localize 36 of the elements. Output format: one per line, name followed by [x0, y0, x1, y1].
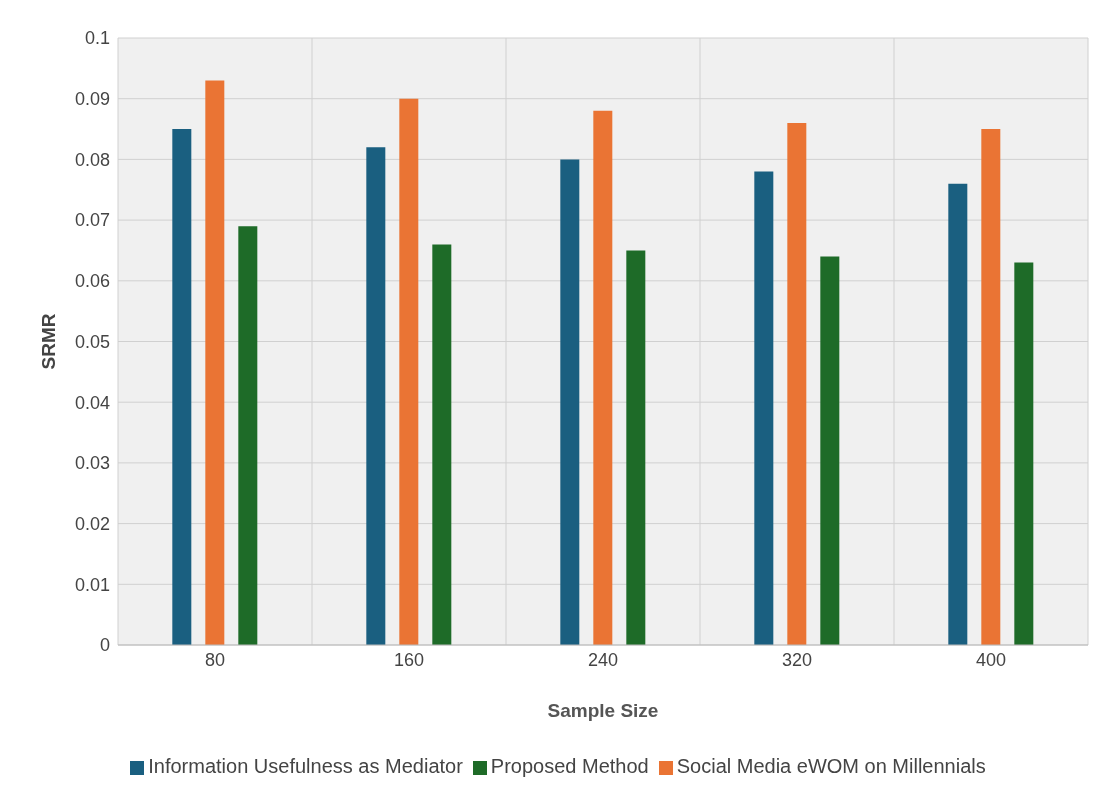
- y-tick-label: 0.09: [74, 89, 110, 110]
- legend-label: Information Usefulness as Mediator: [148, 755, 463, 777]
- bar: [238, 226, 258, 645]
- bar: [820, 256, 840, 645]
- bar: [205, 80, 225, 645]
- y-tick-label: 0.02: [74, 513, 110, 534]
- x-axis-title: Sample Size: [547, 700, 659, 721]
- x-tick-label: 160: [393, 649, 425, 670]
- y-tick-label: 0.05: [74, 331, 110, 352]
- x-tick-label: 240: [587, 649, 619, 670]
- bar: [593, 110, 613, 645]
- bar: [560, 159, 580, 645]
- legend-label: Social Media eWOM on Millennials: [676, 755, 986, 777]
- y-tick-label: 0.04: [74, 392, 110, 413]
- y-tick-label: 0.1: [84, 28, 110, 49]
- bar: [366, 147, 386, 645]
- bar: [399, 98, 419, 645]
- bar: [787, 122, 807, 645]
- bar: [981, 129, 1001, 645]
- x-tick-label: 400: [975, 649, 1007, 670]
- x-tick-label: 320: [781, 649, 813, 670]
- x-tick-label: 80: [204, 649, 226, 670]
- bar: [172, 129, 192, 645]
- y-tick-label: 0: [99, 635, 110, 656]
- bar: [754, 171, 774, 645]
- y-tick-label: 0.07: [74, 210, 110, 231]
- y-axis-title: SRMR: [37, 313, 59, 370]
- y-tick-label: 0.01: [74, 574, 110, 595]
- y-tick-label: 0.03: [74, 453, 110, 474]
- bar: [1014, 262, 1034, 645]
- bar: [626, 250, 646, 645]
- bar: [948, 183, 968, 645]
- y-tick-label: 0.08: [74, 149, 110, 170]
- y-tick-label: 0.06: [74, 271, 110, 292]
- bar: [432, 244, 452, 645]
- legend-label: Proposed Method: [490, 755, 649, 777]
